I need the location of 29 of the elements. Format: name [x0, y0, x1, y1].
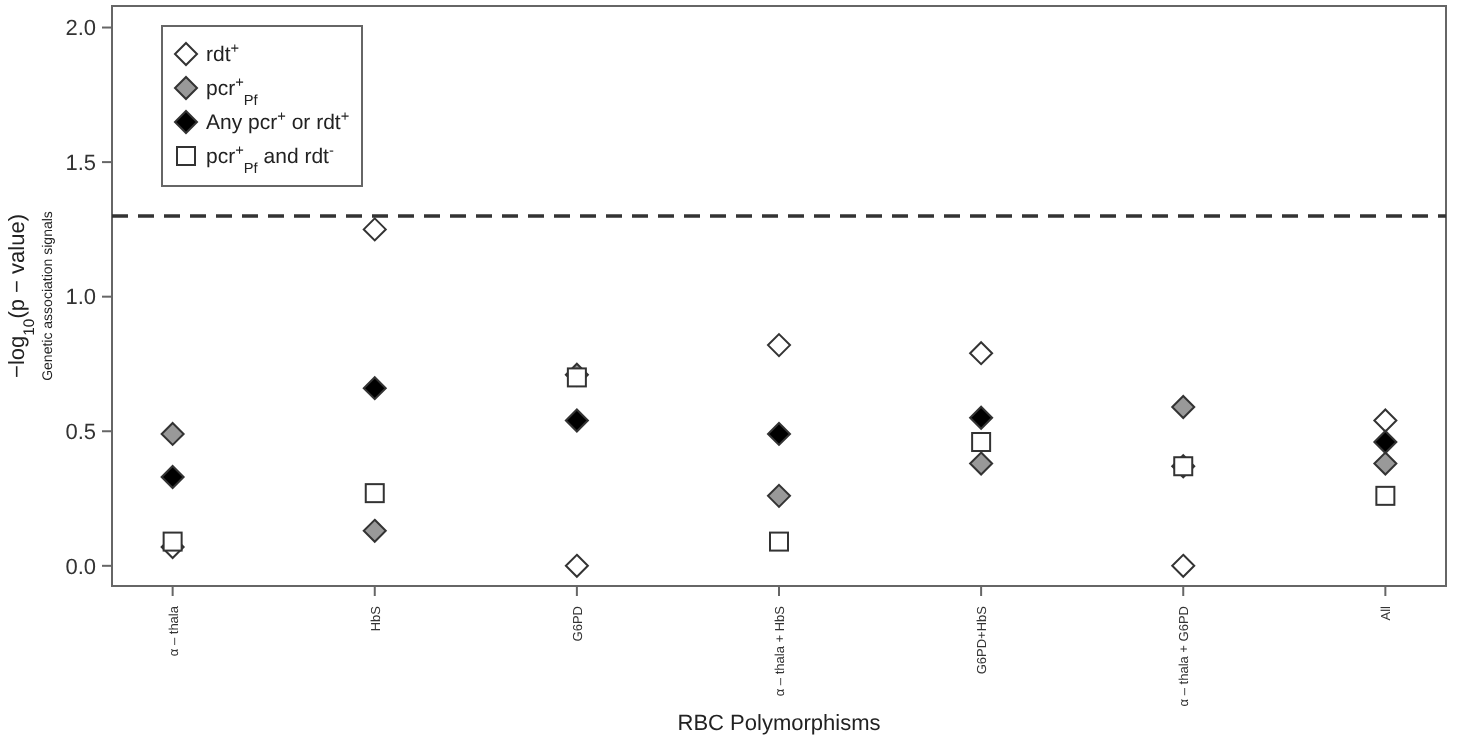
point: [362, 518, 387, 543]
y-tick-label: 2.0: [65, 17, 96, 42]
point: [566, 367, 587, 388]
point: [1373, 451, 1398, 476]
point: [1373, 408, 1398, 433]
point: [162, 531, 183, 552]
point: [160, 465, 185, 489]
point: [969, 341, 994, 366]
legend-label: rdt$^{+}$: [206, 38, 240, 68]
point: [767, 421, 791, 446]
point: [969, 451, 994, 476]
point: [767, 483, 791, 508]
point: [362, 217, 387, 242]
legend-label: pcr$^{+}$$_{Pf}$ and rdt$^{-}$: [206, 140, 335, 177]
legend-label: Any pcr$^{+}$ or rdt$^{+}$: [206, 106, 350, 136]
point: [969, 405, 994, 430]
point: [1373, 430, 1398, 455]
point: [767, 333, 791, 358]
point: [362, 376, 387, 401]
point: [564, 408, 589, 433]
point: [160, 421, 185, 446]
y-tick-label: 0.5: [65, 420, 96, 445]
point: [564, 553, 589, 578]
y-tick-label: 0.0: [65, 555, 96, 580]
point: [1171, 553, 1196, 578]
y-tick-label: 1.0: [65, 286, 96, 311]
y-tick-label: 1.5: [65, 151, 96, 176]
point: [1171, 395, 1196, 420]
x-axis-title: RBC Polymorphisms: [677, 712, 882, 736]
